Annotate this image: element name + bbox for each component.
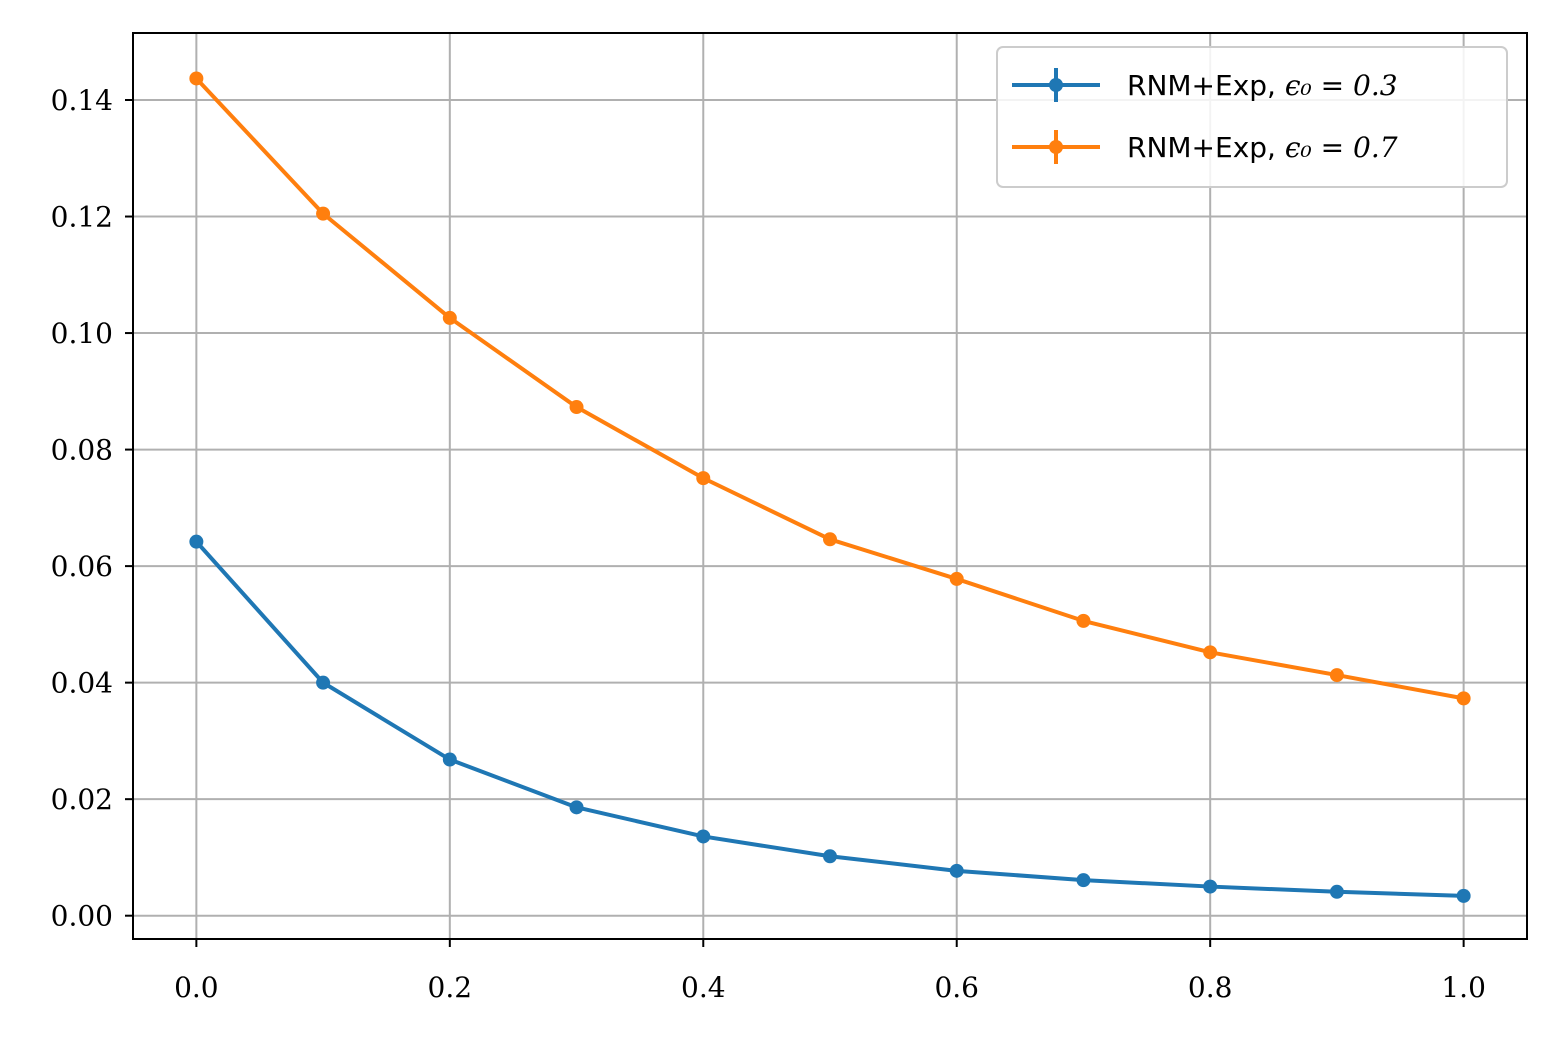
data-point — [1456, 888, 1471, 903]
data-point — [189, 71, 204, 86]
data-point — [1203, 645, 1218, 660]
legend-entry: RNM+Exp, ϵ₀ = 0.3 — [1012, 68, 1398, 102]
plot-frame — [132, 32, 1528, 940]
y-tick-label: 0.10 — [51, 317, 113, 350]
data-point — [1329, 884, 1344, 899]
y-tick-label: 0.02 — [51, 783, 113, 816]
data-point — [949, 863, 964, 878]
legend-label-math: ϵ₀ = 0.3 — [1285, 69, 1398, 102]
series-0 — [189, 534, 1471, 903]
data-point — [823, 849, 837, 864]
y-tick-label: 0.12 — [51, 201, 113, 234]
data-point — [696, 829, 711, 844]
y-tick-label: 0.00 — [51, 900, 113, 933]
data-point — [442, 752, 457, 767]
data-point — [316, 206, 331, 221]
data-point — [1456, 691, 1471, 706]
y-tick-label: 0.04 — [51, 667, 113, 700]
x-tick-label: 1.0 — [1441, 971, 1486, 1004]
legend-entry: RNM+Exp, ϵ₀ = 0.7 — [1012, 130, 1398, 164]
data-point — [569, 400, 584, 415]
y-tick-label: 0.14 — [51, 84, 113, 117]
legend-label: RNM+Exp, ϵ₀ = 0.7 — [1127, 131, 1398, 164]
series-1 — [189, 71, 1471, 706]
legend-marker-swatch — [1049, 78, 1063, 92]
x-tick-label: 0.2 — [428, 971, 473, 1004]
legend-label-text: RNM+Exp, — [1127, 69, 1285, 102]
y-tick-label: 0.08 — [51, 434, 113, 467]
data-point — [442, 310, 457, 325]
data-point — [1203, 879, 1218, 894]
data-point — [949, 571, 964, 586]
x-tick-label: 0.4 — [681, 971, 726, 1004]
series-lines — [189, 71, 1471, 903]
axis-ticks: 0.0 0.2 0.4 0.6 0.8 1.0 0.00 0.02 0.04 0.06 0.08 0.… — [51, 84, 1486, 1004]
data-point — [1076, 873, 1091, 888]
legend-label-text: RNM+Exp, — [1127, 131, 1285, 164]
data-point — [569, 800, 584, 815]
grid-lines — [133, 33, 1527, 939]
y-tick-label: 0.06 — [51, 550, 113, 583]
data-point — [189, 534, 204, 549]
legend-label-math: ϵ₀ = 0.7 — [1285, 131, 1398, 164]
legend-label: RNM+Exp, ϵ₀ = 0.3 — [1127, 69, 1398, 102]
legend-marker-swatch — [1049, 140, 1063, 154]
x-tick-label: 0.8 — [1188, 971, 1233, 1004]
x-tick-label: 0.0 — [174, 971, 219, 1004]
data-point — [1329, 668, 1344, 683]
data-point — [823, 532, 837, 547]
data-point — [696, 471, 711, 486]
legend-box — [996, 46, 1508, 188]
x-tick-label: 0.6 — [934, 971, 979, 1004]
data-point — [1076, 613, 1091, 628]
data-point — [316, 675, 331, 690]
